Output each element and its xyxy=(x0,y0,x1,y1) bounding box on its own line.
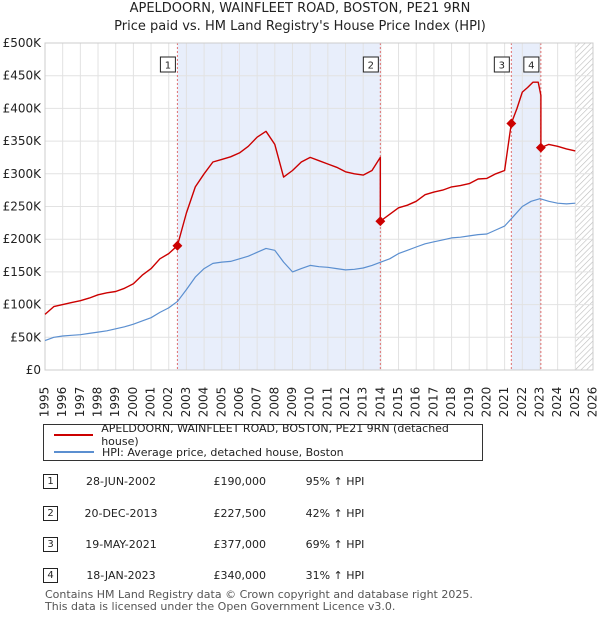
x-tick-label: 1999 xyxy=(108,387,122,418)
footer-copyright: Contains HM Land Registry data © Crown c… xyxy=(45,588,473,601)
x-tick-label: 2014 xyxy=(373,387,387,418)
x-tick-label: 2017 xyxy=(426,387,440,418)
sale-number-box xyxy=(523,56,540,73)
x-tick-label: 2016 xyxy=(409,387,423,418)
transaction-price: £190,000 xyxy=(213,475,267,488)
legend-label-hpi: HPI: Average price, detached house, Bost… xyxy=(102,445,344,459)
x-tick-label: 2009 xyxy=(285,387,299,418)
y-tick-label: £500K xyxy=(3,36,43,50)
x-tick-label: 2005 xyxy=(214,387,228,418)
legend-swatch-hpi xyxy=(54,451,94,453)
sale-point xyxy=(172,240,183,251)
y-tick-label: £450K xyxy=(3,69,43,83)
transaction-hpi: 31% ↑ HPI xyxy=(305,569,365,582)
transaction-number: 3 xyxy=(43,537,58,552)
legend-item-hpi: HPI: Average price, detached house, Bost… xyxy=(54,444,344,460)
sale-point xyxy=(535,142,546,153)
transaction-hpi: 95% ↑ HPI xyxy=(305,475,365,488)
x-tick-label: 2004 xyxy=(197,387,211,418)
transaction-date: 20-DEC-2013 xyxy=(84,507,158,520)
sale-number-label: 1 xyxy=(165,61,171,72)
x-tick-label: 2021 xyxy=(497,387,511,418)
footer-licence: This data is licensed under the Open Gov… xyxy=(45,600,396,613)
y-tick-label: £400K xyxy=(3,101,43,115)
transaction-date: 18-JAN-2023 xyxy=(86,569,156,582)
x-tick-label: 2023 xyxy=(532,387,546,418)
sale-number-box xyxy=(362,56,379,73)
transaction-number: 4 xyxy=(43,568,58,583)
transaction-hpi: 42% ↑ HPI xyxy=(305,507,365,520)
y-tick-label: £250K xyxy=(3,200,43,214)
sale-number-box xyxy=(493,56,510,73)
transaction-number: 2 xyxy=(43,506,58,521)
x-tick-label: 2002 xyxy=(161,387,175,418)
transaction-price: £227,500 xyxy=(213,507,267,520)
x-tick-label: 2000 xyxy=(126,387,140,418)
sale-number-box xyxy=(159,56,176,73)
x-tick-label: 1998 xyxy=(91,387,105,418)
x-tick-label: 1995 xyxy=(38,387,52,418)
x-tick-label: 2013 xyxy=(356,387,370,418)
y-tick-label: £200K xyxy=(3,232,43,246)
price-chart: £0 £50K £100K £150K £200K £250K £300K £350K £400… xyxy=(3,36,600,418)
plot-frame xyxy=(44,42,594,371)
sale-number-label: 2 xyxy=(368,61,374,72)
x-tick-label: 2010 xyxy=(303,387,317,418)
transaction-hpi: 69% ↑ HPI xyxy=(305,538,365,551)
legend-label-property: APELDOORN, WAINFLEET ROAD, BOSTON, PE21 … xyxy=(101,422,449,448)
x-tick-label: 2012 xyxy=(338,387,352,418)
y-tick-label: £50K xyxy=(10,330,42,344)
x-tick-label: 2025 xyxy=(568,387,582,418)
x-tick-label: 2015 xyxy=(391,387,405,418)
y-tick-label: £100K xyxy=(3,298,43,312)
x-tick-label: 2020 xyxy=(479,387,493,418)
transaction-price: £340,000 xyxy=(213,569,267,582)
transaction-number: 1 xyxy=(43,474,58,489)
x-tick-label: 2018 xyxy=(444,387,458,418)
x-tick-label: 2003 xyxy=(179,387,193,418)
x-tick-label: 2026 xyxy=(586,387,600,418)
table-row: 2 20-DEC-2013 £227,500 42% ↑ HPI xyxy=(0,502,600,526)
legend-swatch-property xyxy=(54,434,94,436)
x-tick-label: 2001 xyxy=(144,387,158,418)
sale-point xyxy=(375,216,386,227)
x-tick-label: 2008 xyxy=(267,387,281,418)
chart-title: APELDOORN, WAINFLEET ROAD, BOSTON, PE21 … xyxy=(129,1,471,16)
x-tick-label: 2024 xyxy=(550,387,564,418)
legend: APELDOORN, WAINFLEET ROAD, BOSTON, PE21 … xyxy=(43,422,483,461)
table-row: 3 19-MAY-2021 £377,000 69% ↑ HPI xyxy=(0,533,600,557)
y-tick-label: £0 xyxy=(26,363,41,377)
x-tick-label: 1997 xyxy=(73,387,87,418)
table-row: 4 18-JAN-2023 £340,000 31% ↑ HPI xyxy=(0,564,600,588)
y-tick-label: £350K xyxy=(3,134,43,148)
x-tick-label: 1996 xyxy=(55,387,69,418)
x-tick-label: 2007 xyxy=(250,387,264,418)
transaction-date: 28-JUN-2002 xyxy=(85,475,157,488)
x-tick-label: 2006 xyxy=(232,387,246,418)
sale-number-label: 3 xyxy=(499,61,505,72)
transaction-price: £377,000 xyxy=(213,538,267,551)
sale-number-label: 4 xyxy=(528,61,534,72)
x-tick-label: 2019 xyxy=(462,387,476,418)
transaction-date: 19-MAY-2021 xyxy=(85,538,157,551)
table-row: 1 28-JUN-2002 £190,000 95% ↑ HPI xyxy=(0,470,600,494)
y-tick-label: £150K xyxy=(3,265,43,279)
hpi-line xyxy=(44,198,576,342)
x-tick-label: 2011 xyxy=(320,387,334,418)
x-tick-label: 2022 xyxy=(515,387,529,418)
y-tick-label: £300K xyxy=(3,167,43,181)
chart-subtitle: Price paid vs. HM Land Registry's House … xyxy=(114,19,486,34)
legend-item-property: APELDOORN, WAINFLEET ROAD, BOSTON, PE21 … xyxy=(54,422,482,448)
